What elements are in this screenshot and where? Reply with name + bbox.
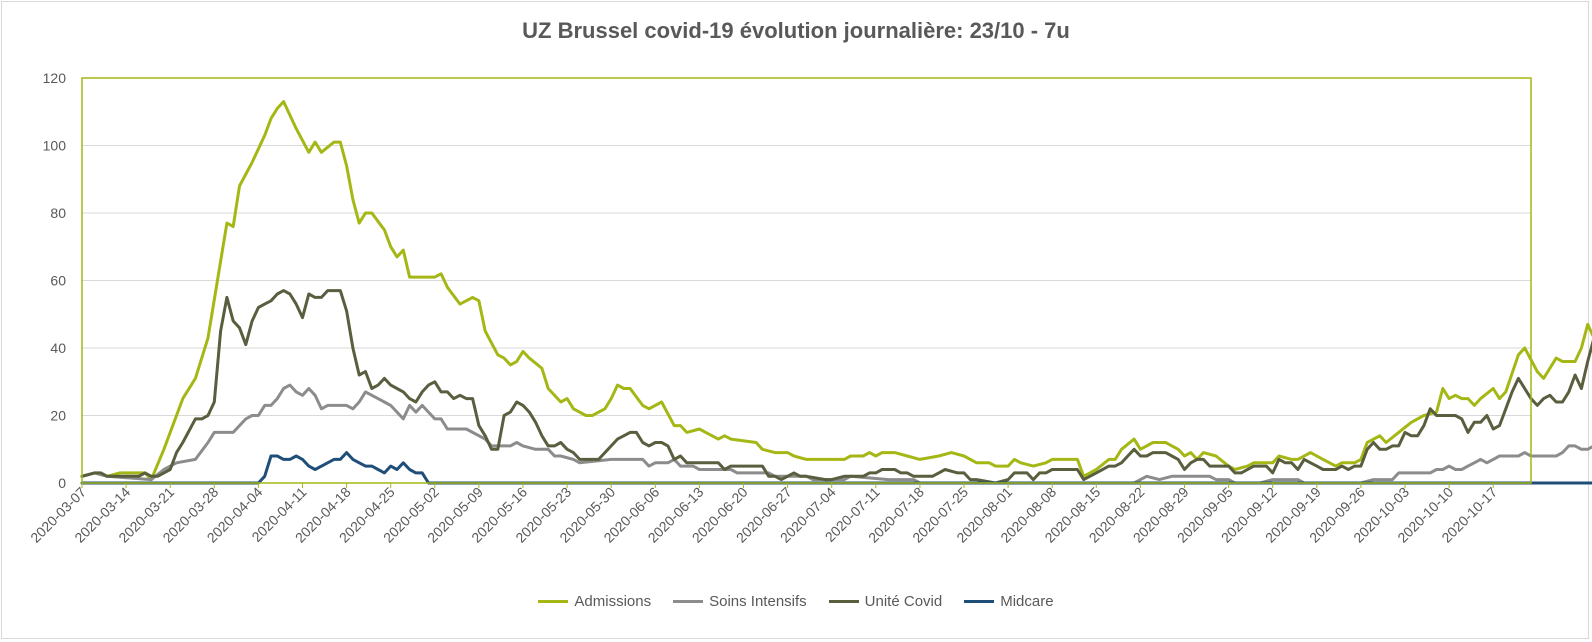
y-tick-label: 40 xyxy=(50,340,66,356)
x-axis-ticks: 2020-03-072020-03-142020-03-212020-03-28… xyxy=(27,483,1500,546)
legend-label: Unité Covid xyxy=(864,593,943,610)
legend-label: Midcare xyxy=(1000,593,1054,610)
y-tick-label: 60 xyxy=(50,273,66,289)
legend-item-midcare: Midcare xyxy=(964,593,1054,610)
legend-label: Soins Intensifs xyxy=(709,593,807,610)
legend-swatch xyxy=(964,600,995,603)
y-tick-label: 80 xyxy=(50,205,66,221)
legend: Admissions Soins Intensifs Unité Covid Midc… xyxy=(0,593,1592,610)
legend-item-admissions: Admissions xyxy=(538,593,651,610)
chart-title: UZ Brussel covid-19 évolution journalièr… xyxy=(522,18,1070,43)
legend-swatch xyxy=(828,600,859,603)
y-tick-label: 120 xyxy=(43,70,67,86)
legend-swatch xyxy=(538,600,569,603)
series-line-soins-intensifs xyxy=(80,383,1592,485)
legend-item-soins-intensifs: Soins Intensifs xyxy=(673,593,807,610)
series-lines xyxy=(80,100,1592,485)
series-line-midcare xyxy=(80,451,1592,485)
series-line-unite-covid xyxy=(80,289,1592,485)
legend-label: Admissions xyxy=(574,593,652,610)
legend-swatch xyxy=(673,600,704,603)
gridlines xyxy=(82,145,1531,416)
y-tick-label: 100 xyxy=(43,138,67,154)
y-tick-label: 20 xyxy=(50,408,66,424)
plot-area-border xyxy=(81,77,1532,484)
legend-item-unite-covid: Unité Covid xyxy=(828,593,943,610)
series-line-admissions xyxy=(80,100,1592,482)
y-axis-ticks: 0 20 40 60 80 100 120 xyxy=(43,70,67,491)
y-tick-label: 0 xyxy=(58,475,66,491)
